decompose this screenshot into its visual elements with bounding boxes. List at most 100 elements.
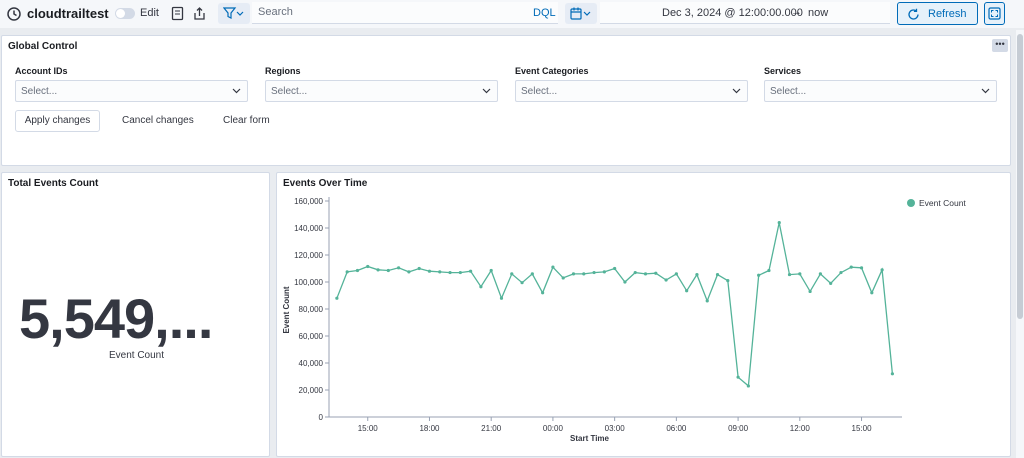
share-icon[interactable] — [193, 6, 206, 21]
date-start[interactable]: Dec 3, 2024 @ 12:00:00.000 — [662, 7, 803, 19]
data-point — [520, 281, 524, 285]
x-tick-label: 12:00 — [790, 424, 811, 433]
y-tick-label: 60,000 — [299, 332, 324, 341]
date-range-picker[interactable]: Dec 3, 2024 @ 12:00:00.000 → now — [600, 2, 890, 24]
data-point — [551, 265, 555, 269]
regions-label: Regions — [265, 66, 301, 76]
refresh-icon — [908, 8, 919, 20]
data-point — [746, 384, 750, 388]
data-point — [417, 266, 421, 271]
data-point — [499, 296, 504, 300]
data-point — [479, 285, 483, 289]
total-events-panel: Total Events Count 5,549,... Event Count — [1, 172, 270, 457]
page-scrollbar[interactable] — [1016, 30, 1024, 458]
data-point — [386, 268, 390, 273]
select-placeholder: Select... — [770, 86, 807, 97]
top-nav-bar: cloudtrailtest Edit Search DQL Dec 3, 20… — [0, 0, 1024, 28]
data-point — [757, 273, 761, 277]
account-ids-label: Account IDs — [15, 66, 68, 76]
document-icon[interactable] — [171, 6, 184, 21]
account-ids-select[interactable]: Select... — [15, 80, 248, 102]
data-point — [870, 291, 874, 295]
data-point — [582, 272, 586, 276]
data-point — [407, 270, 411, 274]
x-tick-label: 03:00 — [605, 424, 626, 433]
search-input[interactable]: Search DQL — [252, 2, 558, 24]
data-point — [438, 270, 442, 274]
data-point — [787, 272, 792, 277]
panel-title: Global Control — [8, 41, 78, 52]
data-point — [880, 268, 884, 272]
y-tick-label: 0 — [319, 413, 324, 422]
line-chart: 0 20,000 40,000 60,000 80,000 100,000 120,000 1… — [282, 197, 966, 443]
data-point — [510, 272, 514, 276]
data-point — [623, 280, 627, 284]
chevron-down-icon — [981, 88, 990, 94]
data-point — [798, 272, 802, 276]
services-select[interactable]: Select... — [764, 80, 997, 102]
filter-icon — [223, 7, 244, 19]
data-point — [469, 269, 473, 273]
data-point — [849, 265, 853, 269]
clear-form-button[interactable]: Clear form — [223, 115, 270, 126]
select-placeholder: Select... — [521, 86, 558, 97]
y-tick-label: 100,000 — [294, 278, 323, 287]
data-point — [829, 281, 833, 285]
y-tick-label: 80,000 — [299, 305, 324, 314]
panel-title: Total Events Count — [8, 178, 99, 189]
legend-label: Event Count — [919, 198, 966, 208]
x-tick-label: 21:00 — [481, 424, 502, 433]
data-point — [674, 272, 678, 276]
apply-changes-button[interactable]: Apply changes — [15, 110, 100, 132]
data-point — [530, 272, 534, 276]
data-point — [715, 272, 720, 277]
refresh-button[interactable]: Refresh — [897, 2, 978, 25]
data-point — [859, 266, 864, 270]
y-tick-label: 40,000 — [299, 359, 324, 368]
history-icon[interactable] — [6, 6, 22, 22]
data-point — [818, 272, 822, 276]
events-over-time-panel: Events Over Time 0 20,000 40,000 60,000 80,0… — [276, 172, 1011, 457]
refresh-label: Refresh — [928, 8, 967, 20]
chevron-down-icon — [232, 88, 241, 94]
metric-label: Event Count — [108, 350, 165, 361]
filter-button[interactable] — [218, 3, 250, 24]
data-point — [489, 268, 493, 273]
x-tick-label: 09:00 — [728, 424, 749, 433]
data-point — [602, 270, 606, 274]
edit-toggle[interactable] — [115, 8, 135, 19]
regions-select[interactable]: Select... — [265, 80, 498, 102]
x-tick-label: 18:00 — [419, 424, 440, 433]
data-point — [335, 296, 339, 300]
data-point — [397, 266, 401, 270]
data-point — [695, 272, 699, 277]
fullscreen-icon — [988, 7, 1001, 20]
y-tick-label: 120,000 — [294, 251, 323, 260]
x-tick-label: 06:00 — [666, 424, 687, 433]
calendar-icon — [570, 7, 591, 20]
edit-label[interactable]: Edit — [140, 7, 159, 19]
data-point — [427, 269, 432, 273]
data-point — [571, 272, 576, 276]
y-tick-label: 160,000 — [294, 197, 323, 206]
data-point — [685, 289, 689, 293]
panel-options-button[interactable]: ••• — [992, 39, 1008, 52]
chevron-down-icon — [482, 88, 491, 94]
date-end[interactable]: now — [808, 7, 829, 19]
data-point — [767, 268, 771, 273]
data-point — [654, 271, 658, 275]
y-tick-label: 140,000 — [294, 224, 323, 233]
event-categories-select[interactable]: Select... — [515, 80, 748, 102]
dql-button[interactable]: DQL — [533, 7, 556, 19]
data-point — [839, 270, 843, 275]
data-point — [592, 270, 596, 275]
data-point — [355, 268, 360, 273]
dashboard-title: cloudtrailtest — [27, 6, 109, 21]
select-placeholder: Select... — [21, 86, 58, 97]
x-tick-label: 15:00 — [358, 424, 379, 433]
date-quick-menu-button[interactable] — [565, 3, 597, 24]
cancel-changes-button[interactable]: Cancel changes — [122, 115, 194, 126]
fullscreen-button[interactable] — [984, 2, 1005, 25]
x-tick-label: 00:00 — [543, 424, 564, 433]
data-point — [726, 279, 730, 283]
